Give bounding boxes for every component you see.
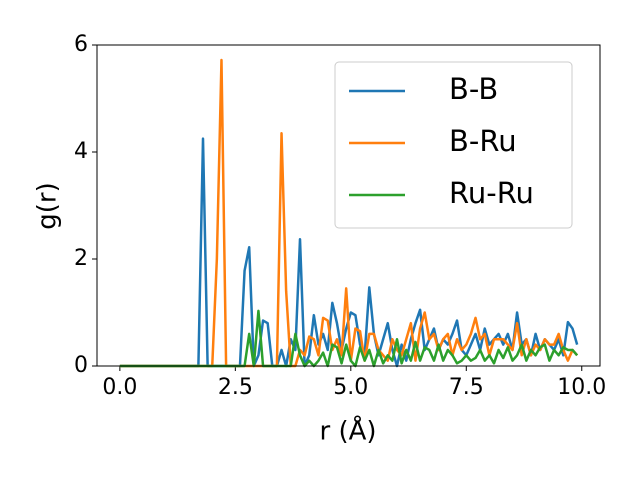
y-tick-label: 0: [74, 353, 88, 378]
legend-box: [334, 61, 573, 229]
y-axis-label: g(r): [33, 182, 63, 229]
legend-label: B-Ru: [449, 124, 517, 158]
x-tick-label: 7.5: [449, 375, 484, 400]
y-tick-label: 6: [74, 32, 88, 57]
x-tick-label: 10.0: [557, 375, 606, 400]
x-tick-label: 5.0: [333, 375, 368, 400]
x-tick-label: 2.5: [218, 375, 253, 400]
x-axis-label: r (Å): [319, 415, 376, 447]
x-tick-label: 0.0: [102, 375, 137, 400]
y-tick-label: 2: [74, 246, 88, 271]
y-tick-label: 4: [74, 139, 88, 164]
legend-label: B-B: [449, 72, 498, 106]
legend-label: Ru-Ru: [449, 176, 534, 210]
axes-frame: [96, 44, 601, 367]
